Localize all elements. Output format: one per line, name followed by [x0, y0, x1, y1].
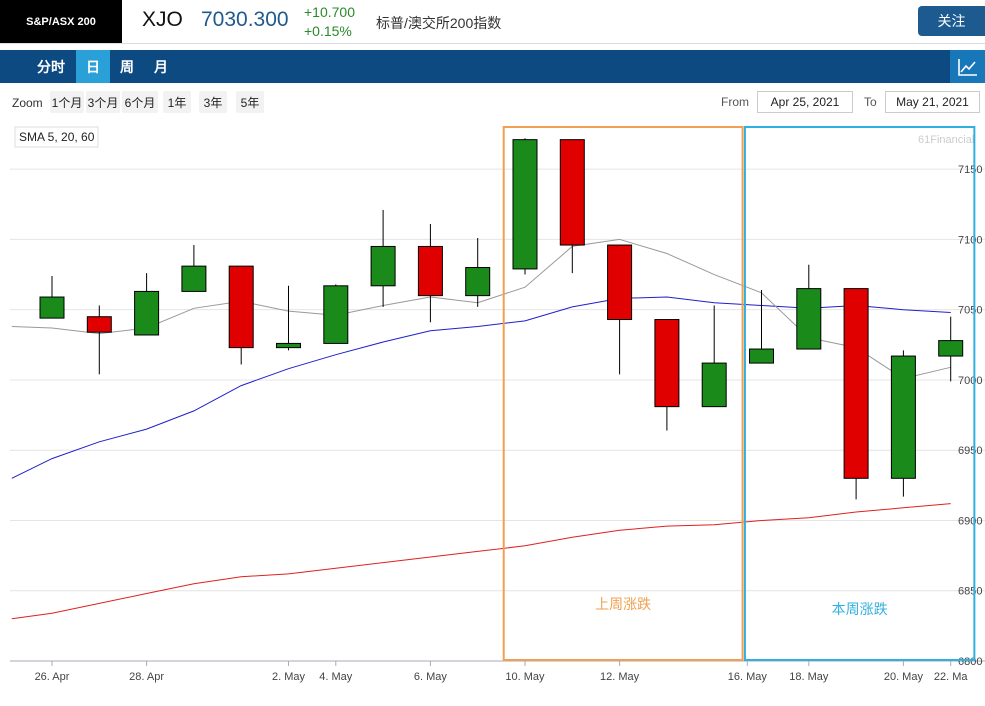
y-tick-label: 7150: [958, 164, 982, 176]
quote-header: S&P/ASX 200 XJO 7030.300 +10.700 +0.15% …: [0, 0, 985, 44]
y-tick-label: 6800: [958, 656, 982, 668]
candle-body: [86, 316, 112, 333]
x-tick-label: 28. Apr: [129, 671, 164, 683]
zoom-label: Zoom: [12, 96, 43, 110]
follow-button[interactable]: 关注: [918, 6, 985, 36]
candle-body: [512, 139, 538, 270]
y-tick-label: 7050: [958, 305, 982, 317]
candle-body: [701, 362, 727, 408]
x-tick-label: 10. May: [505, 671, 545, 683]
candle-body: [417, 245, 443, 297]
x-tick-label: 16. May: [728, 671, 768, 683]
annotation-label: 上周涨跌: [595, 597, 651, 613]
x-tick-label: 22. Ma: [934, 671, 969, 683]
zoom-6m-button[interactable]: 6个月: [122, 91, 158, 113]
annotation-boxes: 上周涨跌 本周涨跌: [502, 126, 976, 661]
from-date-input[interactable]: Apr 25, 2021: [757, 91, 853, 113]
sma5-line: [11, 238, 951, 380]
y-tick-label: 6850: [958, 586, 982, 598]
candle-body: [559, 139, 585, 246]
x-tick-label: 4. May: [319, 671, 353, 683]
x-tick-label: 18. May: [789, 671, 829, 683]
x-tick-label: 6. May: [414, 671, 448, 683]
candle-body: [39, 296, 65, 319]
index-logo: S&P/ASX 200: [0, 0, 122, 43]
tab-monthly[interactable]: 月: [154, 58, 168, 75]
zoom-3m-button[interactable]: 3个月: [86, 91, 120, 113]
candle-body: [323, 285, 349, 344]
y-axis-labels: 6800 6850 6900 6950 7000 7050 7100 7150: [958, 164, 982, 668]
candle-body: [749, 348, 774, 364]
from-label: From: [721, 95, 749, 109]
sma60-line: [11, 503, 951, 620]
price-change: +10.700 +0.15%: [304, 3, 355, 41]
candle-body: [890, 355, 916, 479]
to-date-input[interactable]: May 21, 2021: [885, 91, 980, 113]
candle-body: [276, 342, 301, 349]
watermark: 61Financial: [918, 134, 974, 146]
candles: [39, 138, 964, 500]
grid-lines: [10, 168, 985, 592]
x-tick-label: 20. May: [884, 671, 924, 683]
sma-legend: SMA 5, 20, 60: [19, 130, 95, 144]
candle-body: [938, 340, 964, 357]
candle-body: [607, 244, 633, 321]
index-name: 标普/澳交所200指数: [376, 15, 502, 31]
change-value: +10.700: [304, 4, 355, 20]
y-tick-label: 7100: [958, 234, 982, 246]
change-percent: +0.15%: [304, 23, 352, 39]
y-tick-label: 7000: [958, 375, 982, 387]
line-chart-icon: [957, 58, 977, 76]
candle-body: [465, 267, 491, 297]
candle-body: [228, 265, 254, 349]
y-tick-label: 6900: [958, 515, 982, 527]
y-tick-label: 6950: [958, 445, 982, 457]
annotation-label: 本周涨跌: [832, 602, 888, 618]
candle-body: [796, 288, 822, 350]
x-tick-label: 12. May: [600, 671, 640, 683]
symbol: XJO: [142, 8, 183, 31]
zoom-1y-button[interactable]: 1年: [163, 91, 191, 113]
annotation-box: [743, 126, 976, 661]
zoom-1m-button[interactable]: 1个月: [50, 91, 84, 113]
zoom-bar: Zoom 1个月 3个月 6个月 1年 3年 5年 From Apr 25, 2…: [0, 90, 985, 116]
x-tick-label: 2. May: [272, 671, 306, 683]
zoom-3y-button[interactable]: 3年: [199, 91, 227, 113]
x-tick-label: 26. Apr: [35, 671, 70, 683]
x-axis-labels: 26. Apr 28. Apr 2. May 4. May 6. May 10. May 1…: [35, 661, 969, 683]
period-tabs: 分时 日 周 月: [0, 50, 985, 83]
zoom-5y-button[interactable]: 5年: [236, 91, 264, 113]
sma20-line: [11, 296, 951, 479]
candle-body: [843, 288, 869, 479]
candle-body: [134, 290, 160, 336]
chart-type-button[interactable]: [950, 50, 985, 83]
tab-intraday[interactable]: 分时: [37, 58, 65, 75]
candle-body: [181, 265, 207, 292]
to-label: To: [864, 95, 877, 109]
annotation-box: [502, 126, 744, 661]
tab-weekly[interactable]: 周: [120, 58, 134, 75]
last-price: 7030.300: [201, 8, 289, 31]
sma-legend-box: [14, 126, 99, 148]
tab-daily[interactable]: 日: [76, 50, 110, 83]
candle-body: [370, 245, 396, 287]
candle-body: [654, 319, 680, 408]
